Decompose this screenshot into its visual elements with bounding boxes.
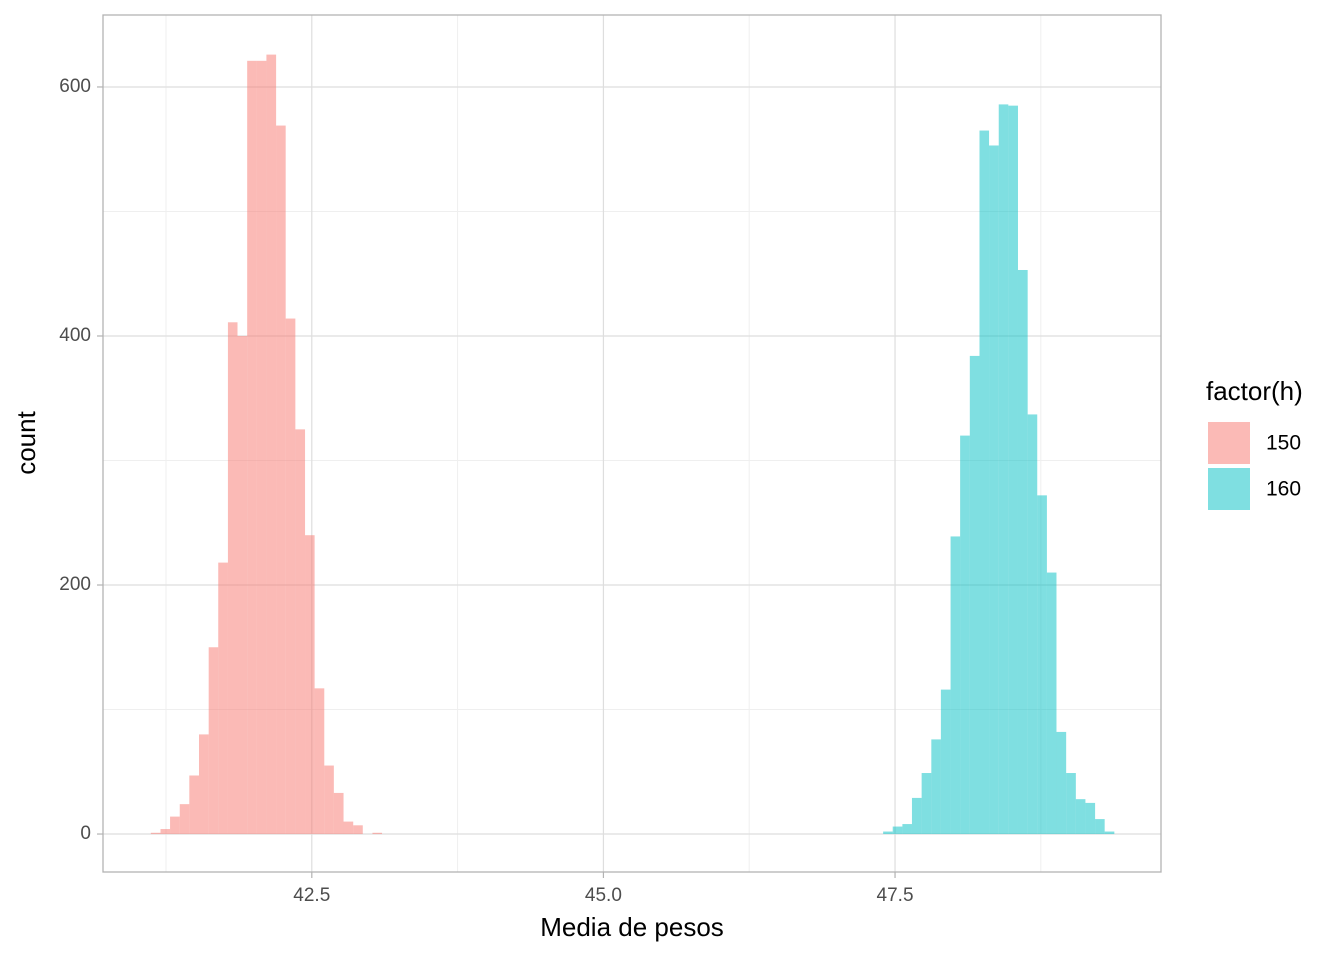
bar	[256, 60, 267, 835]
bar	[189, 775, 200, 835]
y-tick-label: 400	[59, 325, 91, 346]
y-tick-label: 0	[80, 823, 91, 844]
bar	[940, 689, 951, 835]
bar	[160, 829, 171, 835]
bar	[333, 792, 344, 835]
bar	[305, 535, 315, 835]
bar	[1027, 414, 1038, 835]
bar	[170, 816, 180, 835]
x-tick-label: 45.0	[585, 885, 622, 906]
panel-border	[102, 14, 1162, 873]
bar	[314, 688, 325, 835]
bar	[199, 734, 209, 835]
bar	[950, 536, 961, 835]
bar	[892, 826, 903, 835]
bar	[276, 125, 286, 835]
legend-label: 150	[1266, 432, 1301, 455]
bar	[1008, 105, 1018, 835]
bar	[208, 647, 219, 835]
bar	[295, 429, 306, 835]
bar	[227, 322, 238, 835]
bar	[979, 130, 990, 835]
bar	[911, 797, 922, 835]
bar	[931, 739, 941, 835]
bar	[218, 562, 228, 835]
bar	[1104, 831, 1115, 835]
bar	[1095, 819, 1105, 835]
bar	[179, 804, 190, 835]
y-tick-label: 600	[59, 76, 91, 97]
bar	[921, 773, 932, 835]
y-axis-title: count	[11, 410, 41, 474]
bar	[969, 355, 980, 835]
y-tick-label: 200	[59, 574, 91, 595]
bar	[372, 832, 383, 835]
bar	[150, 832, 161, 835]
bar	[285, 318, 296, 835]
legend-label: 160	[1266, 478, 1301, 501]
bar	[353, 825, 363, 835]
bar	[1085, 802, 1096, 835]
bar	[1075, 799, 1086, 835]
bar	[266, 54, 277, 835]
bar	[237, 335, 248, 835]
bar	[902, 824, 912, 835]
legend-key	[1208, 422, 1250, 464]
bar	[989, 145, 999, 835]
x-axis-title: Media de pesos	[540, 912, 724, 942]
x-tick-label: 42.5	[293, 885, 330, 906]
legend-key	[1208, 468, 1250, 510]
bar	[343, 821, 354, 835]
x-tick-label: 47.5	[877, 885, 914, 906]
bar	[324, 765, 334, 835]
bar	[960, 435, 970, 835]
bar	[247, 60, 257, 835]
bar	[1037, 495, 1047, 835]
bar	[1056, 731, 1067, 835]
bar	[1046, 572, 1057, 835]
bar	[883, 831, 893, 835]
bar	[1017, 269, 1028, 835]
bar	[1066, 773, 1076, 835]
legend-title: factor(h)	[1206, 376, 1303, 406]
bar	[998, 104, 1009, 835]
